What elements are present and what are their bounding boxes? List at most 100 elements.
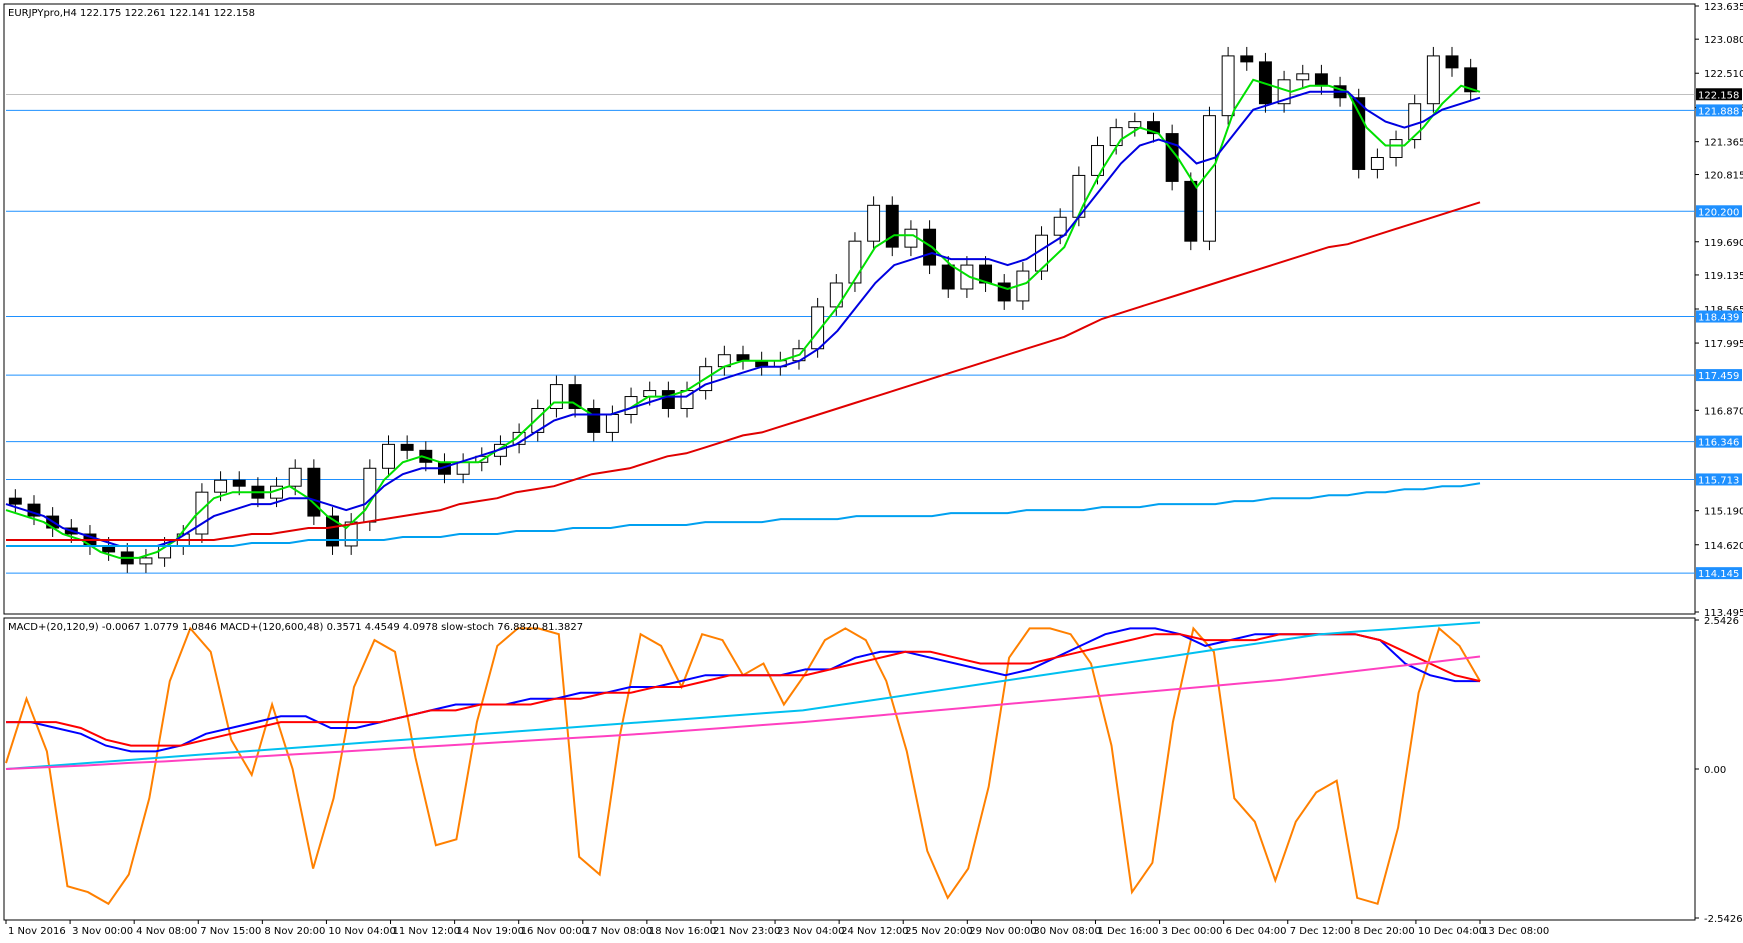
candle-body (885, 204, 899, 248)
candle-body (326, 515, 339, 547)
candle-body (1109, 127, 1123, 147)
time-tick-label: 7 Nov 15:00 (200, 926, 261, 937)
price-tick-label: 119.690 (1704, 238, 1743, 249)
current-price-tag (1696, 88, 1742, 101)
ma-line-fast (5, 78, 1481, 559)
indicator-line-macd-signal (6, 633, 1481, 747)
candle-body (1314, 73, 1328, 87)
candle-body (531, 408, 545, 433)
candle-body (923, 228, 937, 266)
candle-body (382, 443, 395, 469)
indicator-tick-label: 2.5426 (1704, 616, 1739, 627)
candle-body (1426, 55, 1440, 105)
level-price-label: 118.439 (1698, 313, 1739, 324)
indicator-line-macd-long-main (5, 621, 1481, 770)
time-tick-label: 11 Nov 12:00 (393, 926, 460, 937)
level-price-tag (1696, 473, 1742, 486)
price-tick-label: 117.995 (1704, 339, 1743, 350)
ma-line-long (6, 201, 1481, 541)
candle-body (1445, 55, 1459, 69)
price-tick-label: 116.870 (1704, 406, 1743, 417)
indicator-layer (5, 621, 1481, 906)
time-tick-label: 14 Nov 19:00 (457, 926, 524, 937)
candle-body (867, 204, 881, 242)
price-tick-label: 123.080 (1704, 35, 1743, 46)
chart-header: EURJPYpro,H4 122.175 122.261 122.141 122… (8, 8, 255, 19)
candle-body (1408, 103, 1422, 141)
price-tick-label: 119.135 (1704, 271, 1743, 282)
time-tick-label: 4 Nov 08:00 (136, 926, 197, 937)
candle-body (568, 384, 582, 410)
time-tick-label: 18 Nov 16:00 (649, 926, 716, 937)
candle-body (307, 467, 321, 517)
time-tick-label: 10 Dec 04:00 (1418, 926, 1485, 937)
price-tick-label: 121.365 (1704, 138, 1743, 149)
candle-body (1389, 139, 1403, 158)
candle-body (288, 467, 302, 487)
level-price-tag (1696, 567, 1742, 580)
candle-body (232, 479, 246, 487)
candle-body (214, 479, 228, 493)
ma-line-mid (5, 90, 1481, 547)
candle-body (456, 461, 470, 475)
time-tick-label: 30 Nov 08:00 (1033, 926, 1100, 937)
time-tick-label: 7 Dec 12:00 (1290, 926, 1351, 937)
price-tick-label: 118.565 (1704, 305, 1743, 316)
time-tick-label: 21 Nov 23:00 (713, 926, 780, 937)
candle-body (997, 282, 1011, 302)
indicator-header: MACD+(20,120,9) -0.0067 1.0779 1.0846 MA… (8, 622, 583, 633)
indicator-tick-label: -2.5426 (1704, 914, 1743, 925)
level-price-tag (1696, 435, 1742, 448)
time-tick-label: 25 Nov 20:00 (905, 926, 972, 937)
price-tick-label: 122.510 (1704, 69, 1743, 80)
time-tick-label: 24 Nov 12:00 (841, 926, 908, 937)
time-tick-label: 3 Nov 00:00 (72, 926, 133, 937)
candle-body (1202, 115, 1216, 242)
candle-body (941, 264, 955, 290)
level-price-label: 120.200 (1698, 207, 1739, 218)
time-tick-label: 10 Nov 04:00 (328, 926, 395, 937)
candle-body (1221, 55, 1235, 117)
price-tick-label: 120.815 (1704, 171, 1743, 182)
time-tick-label: 23 Nov 04:00 (777, 926, 844, 937)
ma-line-longest (6, 482, 1481, 547)
candle-body (549, 384, 563, 410)
candle-body (605, 413, 619, 433)
candle-body (661, 390, 675, 410)
candle-body (1370, 157, 1384, 170)
level-price-tag (1696, 104, 1742, 117)
candle-body (1053, 216, 1067, 236)
level-price-tag (1696, 310, 1742, 323)
indicator-line-macd-long-signal (5, 655, 1481, 770)
candle-body (8, 497, 22, 505)
level-price-label: 115.713 (1698, 475, 1739, 486)
level-price-tag (1696, 205, 1742, 218)
time-tick-label: 17 Nov 08:00 (585, 926, 652, 937)
price-tick-label: 114.620 (1704, 541, 1743, 552)
time-tick-label: 8 Nov 20:00 (264, 926, 325, 937)
time-tick-label: 1 Nov 2016 (8, 926, 66, 937)
axis-layer: 123.635123.080122.510121.935121.365120.8… (5, 2, 1743, 937)
time-tick-label: 29 Nov 00:00 (969, 926, 1036, 937)
level-price-label: 114.145 (1698, 569, 1739, 580)
candle-body (139, 557, 153, 565)
candle-body (1352, 97, 1366, 170)
time-tick-label: 13 Dec 08:00 (1482, 926, 1549, 937)
candle-body (1128, 121, 1142, 129)
level-price-label: 121.888 (1698, 106, 1739, 117)
time-tick-label: 16 Nov 00:00 (521, 926, 588, 937)
candle-body (904, 228, 918, 248)
price-tick-label: 113.495 (1704, 608, 1743, 619)
candle-body (1464, 67, 1478, 93)
candle-body (195, 491, 209, 535)
candle-body (400, 443, 414, 451)
candle-body (1165, 133, 1179, 182)
price-tick-label: 115.190 (1704, 507, 1743, 518)
level-price-label: 117.459 (1698, 371, 1739, 382)
candle-body (1091, 145, 1104, 176)
time-tick-label: 6 Dec 04:00 (1226, 926, 1287, 937)
current-price-label: 122.158 (1698, 90, 1739, 101)
